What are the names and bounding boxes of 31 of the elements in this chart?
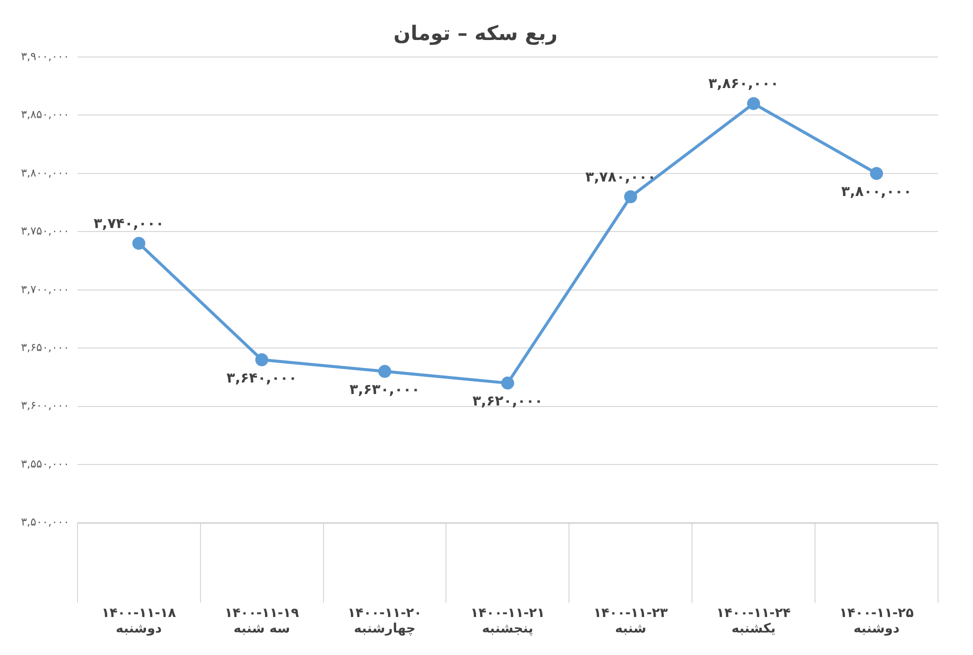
chart-title: ربع سکه – تومان xyxy=(393,21,558,46)
x-tick-label: ۱۴۰۰-۱۱-۲۳ شنبه xyxy=(593,606,668,637)
data-label: ۳,۸۰۰,۰۰۰ xyxy=(841,184,912,200)
point xyxy=(255,353,268,366)
y-tick-label: ۳,۵۵۰,۰۰۰ xyxy=(20,457,70,470)
y-tick-label: ۳,۸۰۰,۰۰۰ xyxy=(20,166,70,180)
y-tick-label: ۳,۶۵۰,۰۰۰ xyxy=(20,340,70,354)
data-label: ۳,۶۳۰,۰۰۰ xyxy=(350,382,420,398)
point xyxy=(624,190,638,204)
x-tick-label: ۱۴۰۰-۱۱-۲۱ پنجشنبه xyxy=(470,606,545,637)
point xyxy=(870,166,884,180)
point xyxy=(132,236,146,250)
x-tick-label: ۱۴۰۰-۱۱-۲۴ یکشنبه xyxy=(716,606,791,637)
y-tick-label: ۳,۵۰۰,۰۰۰ xyxy=(20,516,70,529)
y-tick-label: ۳,۷۰۰,۰۰۰ xyxy=(20,282,70,296)
y-tick-label: ۳,۶۰۰,۰۰۰ xyxy=(20,399,70,412)
data-label: ۳,۷۴۰,۰۰۰ xyxy=(94,216,164,232)
data-label: ۳,۶۲۰,۰۰۰ xyxy=(472,394,543,410)
x-tick-label: ۱۴۰۰-۱۱-۱۹ سه شنبه xyxy=(224,606,299,637)
data-label: ۳,۶۴۰,۰۰۰ xyxy=(226,370,297,386)
y-tick-label: ۳,۹۰۰,۰۰۰ xyxy=(20,50,70,63)
y-tick-label: ۳,۷۵۰,۰۰۰ xyxy=(20,224,70,238)
x-tick-label: ۱۴۰۰-۱۱-۲۰ چهارشنبه xyxy=(348,606,422,637)
y-tick-label: ۳,۸۵۰,۰۰۰ xyxy=(20,108,70,122)
point xyxy=(378,364,392,378)
x-tick-label: ۱۴۰۰-۱۱-۲۵ دوشنبه xyxy=(839,606,914,637)
data-label: ۳,۸۶۰,۰۰۰ xyxy=(708,76,779,92)
point xyxy=(501,376,514,390)
data-label: ۳,۷۸۰,۰۰۰ xyxy=(585,169,656,186)
x-tick-label: ۱۴۰۰-۱۱-۱۸ دوشنبه xyxy=(102,606,176,637)
point xyxy=(747,97,760,110)
